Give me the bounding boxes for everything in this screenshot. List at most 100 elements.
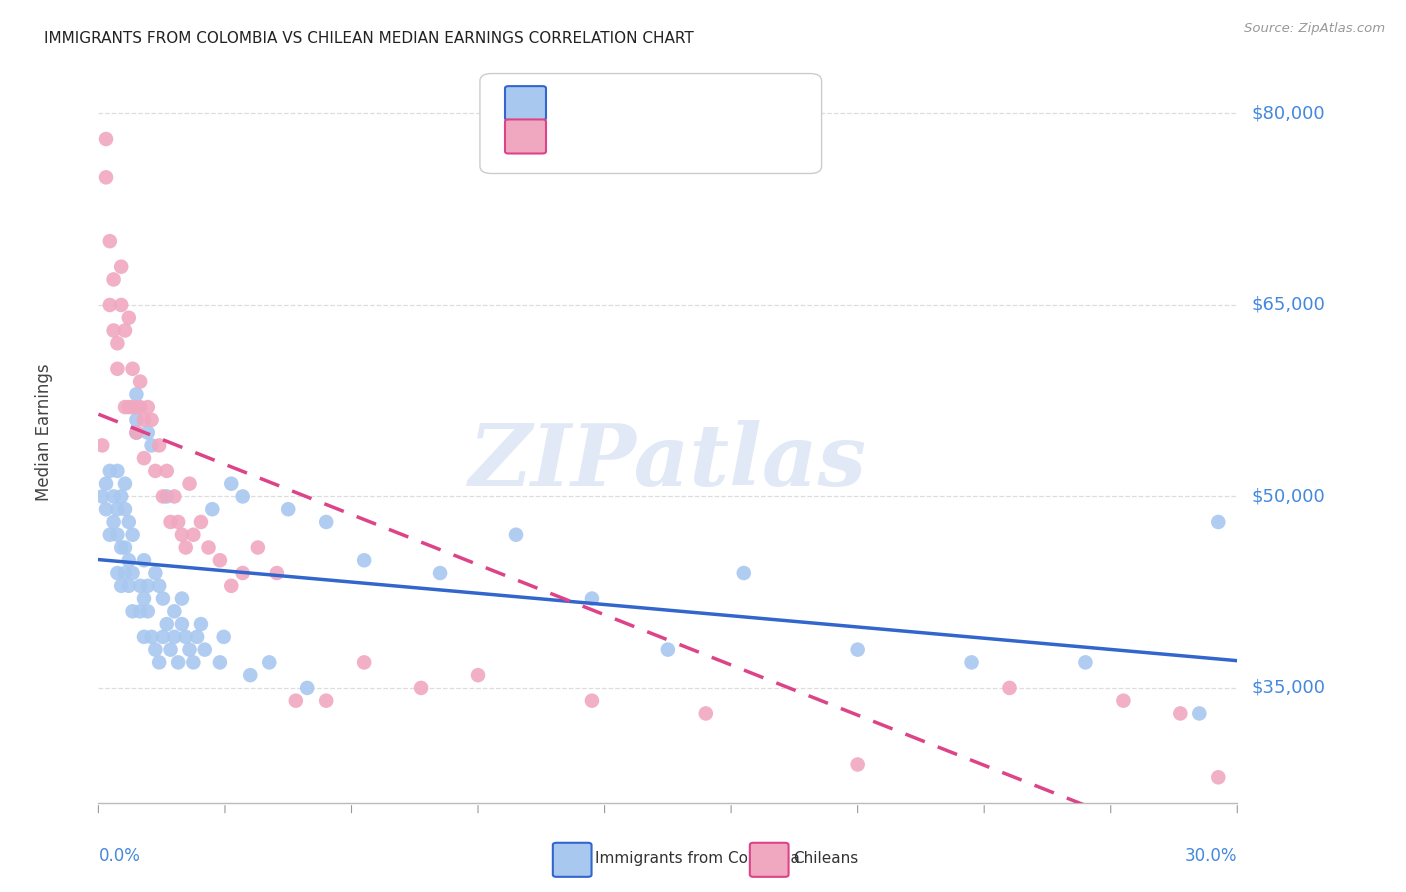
Point xyxy=(141,413,163,427)
Text: R =: R = xyxy=(557,128,592,145)
Point xyxy=(156,490,179,504)
Point xyxy=(183,527,205,541)
Point xyxy=(121,400,143,414)
Point xyxy=(581,591,603,606)
Point xyxy=(156,617,179,632)
Point xyxy=(110,298,132,312)
Point xyxy=(94,502,117,516)
Text: Median Earnings: Median Earnings xyxy=(35,364,53,501)
Point xyxy=(136,604,159,618)
Point xyxy=(94,170,117,185)
Point xyxy=(163,604,186,618)
Point xyxy=(121,361,143,376)
Text: IMMIGRANTS FROM COLOMBIA VS CHILEAN MEDIAN EARNINGS CORRELATION CHART: IMMIGRANTS FROM COLOMBIA VS CHILEAN MEDI… xyxy=(44,31,693,46)
Point xyxy=(129,375,152,389)
Point xyxy=(960,656,983,670)
Text: $50,000: $50,000 xyxy=(1251,487,1324,506)
Point xyxy=(315,515,337,529)
FancyBboxPatch shape xyxy=(505,120,546,153)
Point xyxy=(107,502,129,516)
Point xyxy=(125,400,148,414)
Point xyxy=(107,464,129,478)
Point xyxy=(94,132,117,146)
Point xyxy=(114,502,136,516)
Point xyxy=(141,438,163,452)
Point xyxy=(136,579,159,593)
Point xyxy=(114,566,136,580)
Point xyxy=(132,591,155,606)
Text: 30.0%: 30.0% xyxy=(1185,847,1237,865)
Point xyxy=(94,476,117,491)
Point xyxy=(170,617,193,632)
Point xyxy=(103,490,125,504)
Point xyxy=(1208,515,1230,529)
Point xyxy=(179,476,201,491)
Point xyxy=(129,604,152,618)
Point xyxy=(163,630,186,644)
Point xyxy=(194,642,217,657)
Text: $65,000: $65,000 xyxy=(1251,296,1324,314)
Point xyxy=(315,694,337,708)
Point xyxy=(107,527,129,541)
Point xyxy=(136,425,159,440)
Point xyxy=(107,336,129,351)
Point xyxy=(110,541,132,555)
Point xyxy=(148,579,170,593)
Point xyxy=(167,656,190,670)
Point xyxy=(110,579,132,593)
Point xyxy=(118,310,141,325)
Point xyxy=(284,694,307,708)
Point xyxy=(197,541,219,555)
Point xyxy=(846,642,869,657)
Point xyxy=(132,451,155,466)
Point xyxy=(129,400,152,414)
Point xyxy=(159,515,181,529)
Point xyxy=(114,476,136,491)
Point xyxy=(208,553,231,567)
Point xyxy=(221,579,243,593)
FancyBboxPatch shape xyxy=(749,843,789,877)
Point xyxy=(163,490,186,504)
Point xyxy=(118,400,141,414)
Point xyxy=(411,681,433,695)
Point xyxy=(145,464,167,478)
Point xyxy=(201,502,224,516)
Point xyxy=(239,668,262,682)
Point xyxy=(121,566,143,580)
Point xyxy=(98,234,121,248)
Point xyxy=(136,400,159,414)
Text: -0.406: -0.406 xyxy=(591,128,644,145)
Point xyxy=(121,604,143,618)
Point xyxy=(114,541,136,555)
Point xyxy=(297,681,319,695)
Point xyxy=(121,527,143,541)
Point xyxy=(103,324,125,338)
Point xyxy=(1170,706,1192,721)
Point xyxy=(695,706,717,721)
Text: R =: R = xyxy=(557,95,592,112)
Point xyxy=(208,656,231,670)
Point xyxy=(156,464,179,478)
Point xyxy=(232,490,254,504)
Point xyxy=(152,490,174,504)
Point xyxy=(125,413,148,427)
Point xyxy=(190,617,212,632)
Text: $35,000: $35,000 xyxy=(1251,679,1326,697)
Text: N =: N = xyxy=(643,95,696,112)
Point xyxy=(118,515,141,529)
Point xyxy=(145,642,167,657)
Point xyxy=(91,438,114,452)
Point xyxy=(1112,694,1135,708)
Point xyxy=(190,515,212,529)
Text: Immigrants from Colombia: Immigrants from Colombia xyxy=(595,851,800,866)
Point xyxy=(98,527,121,541)
Point xyxy=(353,553,375,567)
Text: Chileans: Chileans xyxy=(793,851,859,866)
Point xyxy=(232,566,254,580)
Point xyxy=(1188,706,1211,721)
Point xyxy=(467,668,489,682)
Point xyxy=(998,681,1021,695)
Text: 54: 54 xyxy=(704,128,725,145)
Point xyxy=(148,438,170,452)
Point xyxy=(581,694,603,708)
